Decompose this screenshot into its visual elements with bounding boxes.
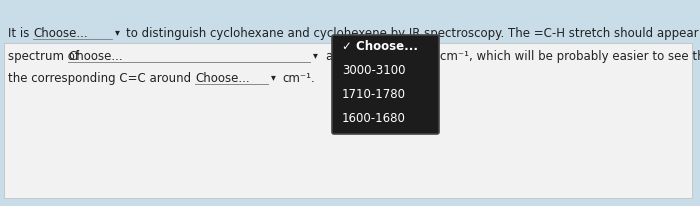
Text: Choose...: Choose... <box>33 27 88 40</box>
Text: cm⁻¹.: cm⁻¹. <box>282 72 315 85</box>
Text: Choose...: Choose... <box>195 72 250 85</box>
Text: 3000-3100: 3000-3100 <box>342 64 405 77</box>
Text: 1710-1780: 1710-1780 <box>342 88 406 100</box>
FancyBboxPatch shape <box>4 44 692 198</box>
Text: Choose...: Choose... <box>68 50 122 63</box>
Text: ▾: ▾ <box>313 50 318 60</box>
Text: ✓ Choose...: ✓ Choose... <box>342 40 418 53</box>
FancyBboxPatch shape <box>332 36 439 134</box>
Text: cm⁻¹, which will be probably easier to see than: cm⁻¹, which will be probably easier to s… <box>440 50 700 63</box>
Text: the corresponding C=C around: the corresponding C=C around <box>8 72 191 85</box>
Text: to distinguish cyclohexane and cyclohexene by IR spectroscopy. The =C-H stretch : to distinguish cyclohexane and cyclohexe… <box>126 27 700 40</box>
Text: spectrum of: spectrum of <box>8 50 79 63</box>
Text: around: around <box>325 50 367 63</box>
Text: ▾: ▾ <box>271 72 276 82</box>
Text: ▾: ▾ <box>115 27 120 37</box>
Text: It is: It is <box>8 27 29 40</box>
Text: 1600-1680: 1600-1680 <box>342 111 406 124</box>
